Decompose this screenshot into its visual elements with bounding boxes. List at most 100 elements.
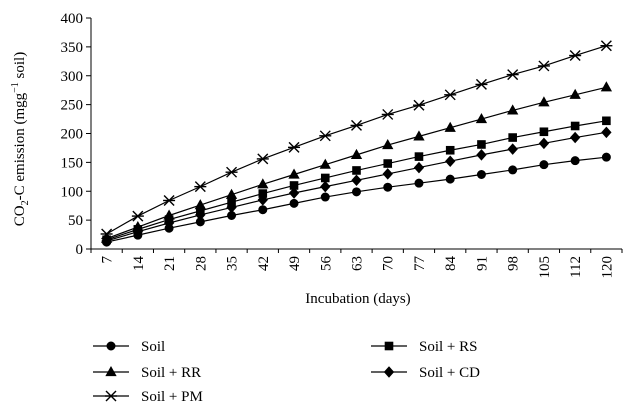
legend-item: Soil + RR: [93, 365, 201, 381]
y-tick-label: 250: [61, 98, 84, 114]
data-point: [352, 187, 361, 197]
y-tick-label: 0: [76, 242, 84, 258]
series-4: [100, 40, 613, 240]
y-axis-ticks: 0 50 100 150 200 250 300 350 400: [61, 11, 91, 258]
data-point: [100, 228, 113, 240]
data-point: [195, 209, 206, 221]
data-point: [414, 178, 424, 188]
data-point: [414, 152, 424, 161]
data-point: [569, 88, 581, 99]
y-tick-label: 350: [61, 40, 84, 56]
legend-marker: [384, 341, 394, 351]
x-tick-label: 70: [381, 256, 397, 271]
y-tick-label: 50: [68, 213, 83, 229]
data-point: [352, 166, 361, 175]
data-point: [258, 205, 268, 215]
data-point: [538, 137, 550, 150]
data-point: [257, 194, 268, 206]
x-tick-label: 28: [193, 256, 209, 271]
x-tick-label: 49: [287, 256, 303, 271]
series-line: [106, 131, 607, 242]
x-tick-label: 77: [412, 256, 428, 272]
x-tick-label: 105: [537, 256, 553, 279]
series-2: [100, 81, 613, 243]
data-point: [476, 149, 487, 161]
data-point: [445, 155, 456, 167]
legend-label: Soil + RS: [419, 339, 477, 355]
x-tick-label: 63: [350, 256, 366, 271]
data-point: [319, 130, 332, 142]
data-point: [539, 127, 549, 137]
legend-item: Soil + RS: [371, 339, 477, 355]
y-tick-label: 150: [61, 155, 84, 171]
data-point: [476, 170, 486, 180]
data-point: [194, 199, 206, 210]
data-point: [477, 140, 486, 149]
data-point: [475, 78, 488, 90]
data-point: [132, 225, 144, 238]
y-tick-label: 300: [61, 69, 84, 85]
data-point: [600, 40, 613, 52]
data-point: [445, 174, 455, 184]
data-point: [601, 152, 611, 162]
data-point: [539, 160, 549, 170]
data-point: [508, 165, 518, 175]
data-point: [508, 133, 517, 142]
y-axis-title: CO2-C emission (mgg−1 soil): [10, 52, 31, 226]
data-point: [445, 145, 455, 155]
data-point: [226, 201, 237, 214]
x-axis-ticks: 7 14 21 28 35 42 49 56 63 70 77 84 91 98 105 112 120: [90, 249, 623, 279]
series-line: [106, 45, 607, 235]
data-point: [225, 166, 238, 178]
data-point: [194, 181, 207, 193]
data-point: [601, 126, 612, 139]
data-point: [383, 159, 393, 168]
legend-item: Soil: [93, 339, 165, 355]
legend-label: Soil + CD: [419, 365, 480, 381]
legend-marker: [105, 390, 117, 402]
data-point: [538, 96, 550, 107]
data-point: [288, 141, 301, 153]
data-point: [350, 148, 363, 159]
data-point: [351, 174, 362, 187]
data-point: [320, 173, 330, 183]
data-point: [320, 180, 331, 193]
data-point: [475, 113, 488, 124]
x-tick-label: 112: [568, 256, 584, 278]
data-point: [383, 182, 393, 192]
data-point: [382, 168, 393, 180]
data-point: [163, 217, 175, 229]
legend-label: Soil + PM: [141, 389, 203, 405]
series-layer: [100, 40, 613, 247]
data-point: [413, 161, 425, 174]
data-point: [257, 178, 269, 189]
data-point: [101, 235, 112, 247]
data-point: [225, 188, 238, 199]
x-tick-label: 14: [131, 256, 147, 272]
legend-marker: [106, 341, 116, 351]
data-point: [319, 158, 331, 169]
legend-marker: [383, 366, 395, 378]
data-point: [288, 187, 300, 199]
data-point: [507, 143, 518, 155]
data-point: [131, 210, 144, 222]
data-point: [570, 121, 580, 131]
data-point: [163, 194, 176, 206]
y-tick-label: 200: [61, 127, 84, 143]
data-point: [570, 156, 580, 166]
series-3: [101, 126, 612, 247]
x-tick-label: 84: [443, 256, 459, 272]
x-tick-label: 7: [100, 256, 116, 264]
data-point: [569, 50, 582, 62]
legend-item: Soil + PM: [93, 389, 203, 405]
data-point: [602, 116, 611, 126]
x-axis-title: Incubation (days): [305, 291, 410, 307]
y-tick-label: 100: [61, 184, 84, 200]
legend-label: Soil: [141, 339, 165, 355]
data-point: [444, 89, 457, 101]
legend: Soil Soil + RS Soil + RR Soil + CD Soil + PM: [93, 339, 480, 405]
x-tick-label: 120: [599, 256, 615, 279]
data-point: [320, 192, 330, 202]
data-point: [507, 104, 519, 115]
